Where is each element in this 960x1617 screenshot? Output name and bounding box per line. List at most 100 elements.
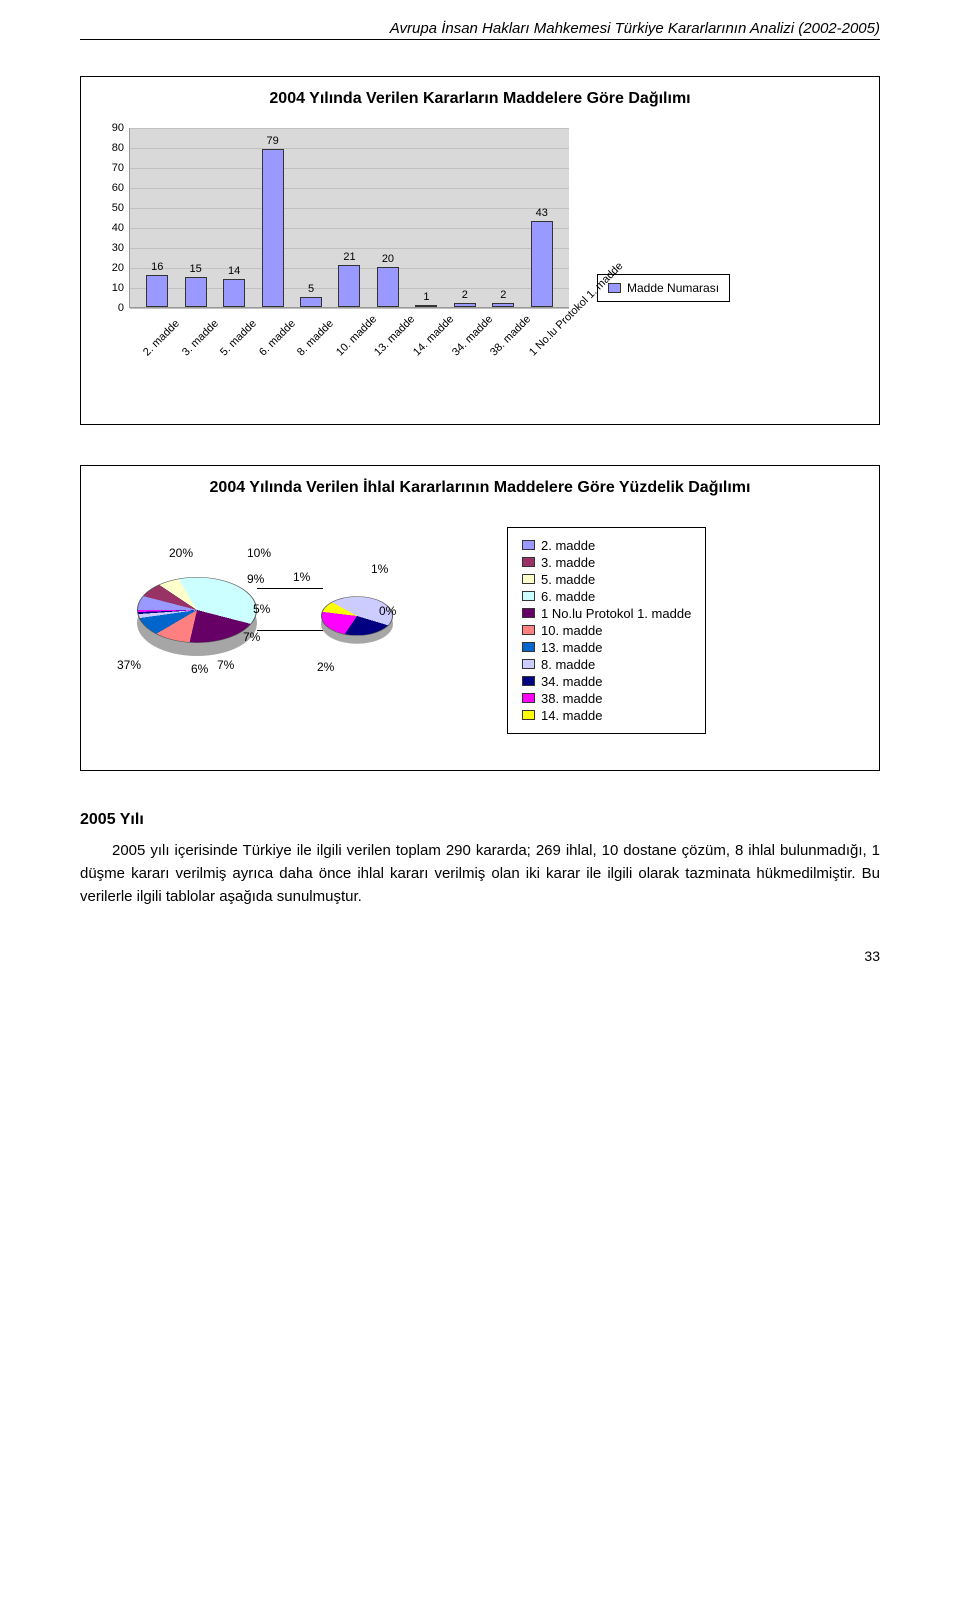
legend-swatch bbox=[522, 642, 535, 652]
bar-xlabel: 2. madde bbox=[141, 334, 165, 358]
legend-swatch bbox=[522, 608, 535, 618]
bar-xlabel: 14. madde bbox=[411, 334, 435, 358]
pie-legend-label: 2. madde bbox=[541, 538, 595, 553]
pie-legend-item: 2. madde bbox=[522, 538, 691, 553]
bar-xlabel: 3. madde bbox=[180, 334, 204, 358]
legend-swatch bbox=[522, 591, 535, 601]
pie-legend-item: 38. madde bbox=[522, 691, 691, 706]
pie-legend-label: 34. madde bbox=[541, 674, 602, 689]
pie-callout-label: 1% bbox=[293, 570, 310, 584]
bar bbox=[262, 149, 284, 307]
bar-value-label: 5 bbox=[308, 283, 314, 295]
pie-callout-label: 7% bbox=[243, 630, 260, 644]
bar-ytick: 30 bbox=[112, 242, 130, 254]
pie-legend-label: 10. madde bbox=[541, 623, 602, 638]
pie-legend-item: 8. madde bbox=[522, 657, 691, 672]
bar-xlabel: 1 No.lu Protokol 1. madde bbox=[527, 334, 551, 358]
pie-main bbox=[137, 577, 257, 643]
legend-swatch bbox=[522, 693, 535, 703]
pie-legend-label: 8. madde bbox=[541, 657, 595, 672]
pie-callout-label: 10% bbox=[247, 546, 271, 560]
bar-xlabel: 38. madde bbox=[488, 334, 512, 358]
pie-chart-legend: 2. madde 3. madde 5. madde 6. madde 1 No.lu … bbox=[507, 527, 706, 734]
pie-legend-item: 13. madde bbox=[522, 640, 691, 655]
bar-chart-legend: Madde Numarası bbox=[597, 274, 730, 302]
pie-callout-label: 5% bbox=[253, 602, 270, 616]
bar bbox=[531, 221, 553, 307]
bar bbox=[377, 267, 399, 307]
legend-swatch bbox=[522, 557, 535, 567]
pie-legend-label: 6. madde bbox=[541, 589, 595, 604]
pie-callout-label: 9% bbox=[247, 572, 264, 586]
bar bbox=[300, 297, 322, 307]
bar bbox=[185, 277, 207, 307]
bar-legend-label: Madde Numarası bbox=[627, 281, 719, 295]
pie-callout-label: 2% bbox=[317, 660, 334, 674]
pie-callout-label: 6% bbox=[191, 662, 208, 676]
pie-legend-item: 10. madde bbox=[522, 623, 691, 638]
pie-legend-item: 1 No.lu Protokol 1. madde bbox=[522, 606, 691, 621]
bar-value-label: 79 bbox=[266, 135, 278, 147]
bar-ytick: 20 bbox=[112, 262, 130, 274]
bar-ytick: 80 bbox=[112, 142, 130, 154]
pie-callout-label: 1% bbox=[371, 562, 388, 576]
pie-callout-label: 0% bbox=[379, 604, 396, 618]
legend-swatch bbox=[522, 710, 535, 720]
pie-callout-label: 37% bbox=[117, 658, 141, 672]
bar-chart-figure: 2004 Yılında Verilen Kararların Maddeler… bbox=[80, 76, 880, 425]
bar bbox=[454, 303, 476, 307]
bar-value-label: 2 bbox=[500, 289, 506, 301]
bar-ytick: 50 bbox=[112, 202, 130, 214]
pie-chart-plot: 20% 10% 9% 5% 7% 7% 6% 37% 1% 2% 1% 0% bbox=[117, 530, 477, 730]
pie-chart-title: 2004 Yılında Verilen İhlal Kararlarının … bbox=[97, 478, 863, 499]
bar-xlabel: 13. madde bbox=[372, 334, 396, 358]
bar-xlabel: 34. madde bbox=[450, 334, 474, 358]
bar-xlabel: 10. madde bbox=[334, 334, 358, 358]
pie-legend-label: 38. madde bbox=[541, 691, 602, 706]
pie-legend-item: 3. madde bbox=[522, 555, 691, 570]
legend-swatch bbox=[522, 676, 535, 686]
bar-value-label: 20 bbox=[382, 253, 394, 265]
bar bbox=[338, 265, 360, 307]
bar-xlabel: 6. madde bbox=[257, 334, 281, 358]
bar-xlabel: 8. madde bbox=[295, 334, 319, 358]
legend-swatch bbox=[522, 574, 535, 584]
bar-ytick: 40 bbox=[112, 222, 130, 234]
pie-callout-label: 7% bbox=[217, 658, 234, 672]
section-heading: 2005 Yılı bbox=[80, 811, 880, 829]
bar-value-label: 2 bbox=[462, 289, 468, 301]
bar-value-label: 1 bbox=[423, 291, 429, 303]
pie-legend-label: 3. madde bbox=[541, 555, 595, 570]
pie-legend-item: 14. madde bbox=[522, 708, 691, 723]
pie-legend-label: 13. madde bbox=[541, 640, 602, 655]
bar-ytick: 60 bbox=[112, 182, 130, 194]
pie-callout-label: 20% bbox=[169, 546, 193, 560]
pie-legend-label: 14. madde bbox=[541, 708, 602, 723]
bar-ytick: 90 bbox=[112, 122, 130, 134]
bar bbox=[492, 303, 514, 307]
bar bbox=[415, 305, 437, 307]
pie-legend-item: 34. madde bbox=[522, 674, 691, 689]
bar-chart-title: 2004 Yılında Verilen Kararların Maddeler… bbox=[97, 89, 863, 110]
bar-xlabel: 5. madde bbox=[218, 334, 242, 358]
body-paragraph: 2005 yılı içerisinde Türkiye ile ilgili … bbox=[80, 839, 880, 909]
bar-ytick: 10 bbox=[112, 282, 130, 294]
bar bbox=[223, 279, 245, 307]
bar bbox=[146, 275, 168, 307]
pie-chart-figure: 2004 Yılında Verilen İhlal Kararlarının … bbox=[80, 465, 880, 771]
bar-value-label: 21 bbox=[343, 251, 355, 263]
pie-legend-label: 5. madde bbox=[541, 572, 595, 587]
bar-value-label: 14 bbox=[228, 265, 240, 277]
legend-swatch bbox=[522, 659, 535, 669]
pie-legend-item: 6. madde bbox=[522, 589, 691, 604]
page-header: Avrupa İnsan Hakları Mahkemesi Türkiye K… bbox=[80, 20, 880, 40]
legend-swatch bbox=[522, 540, 535, 550]
legend-swatch bbox=[522, 625, 535, 635]
bar-value-label: 16 bbox=[151, 261, 163, 273]
pie-legend-label: 1 No.lu Protokol 1. madde bbox=[541, 606, 691, 621]
legend-swatch bbox=[608, 283, 621, 293]
bar-chart-plot: 0102030405060708090161514795212012243 2.… bbox=[97, 128, 577, 408]
bar-value-label: 43 bbox=[536, 207, 548, 219]
page-number: 33 bbox=[80, 948, 880, 964]
bar-value-label: 15 bbox=[190, 263, 202, 275]
